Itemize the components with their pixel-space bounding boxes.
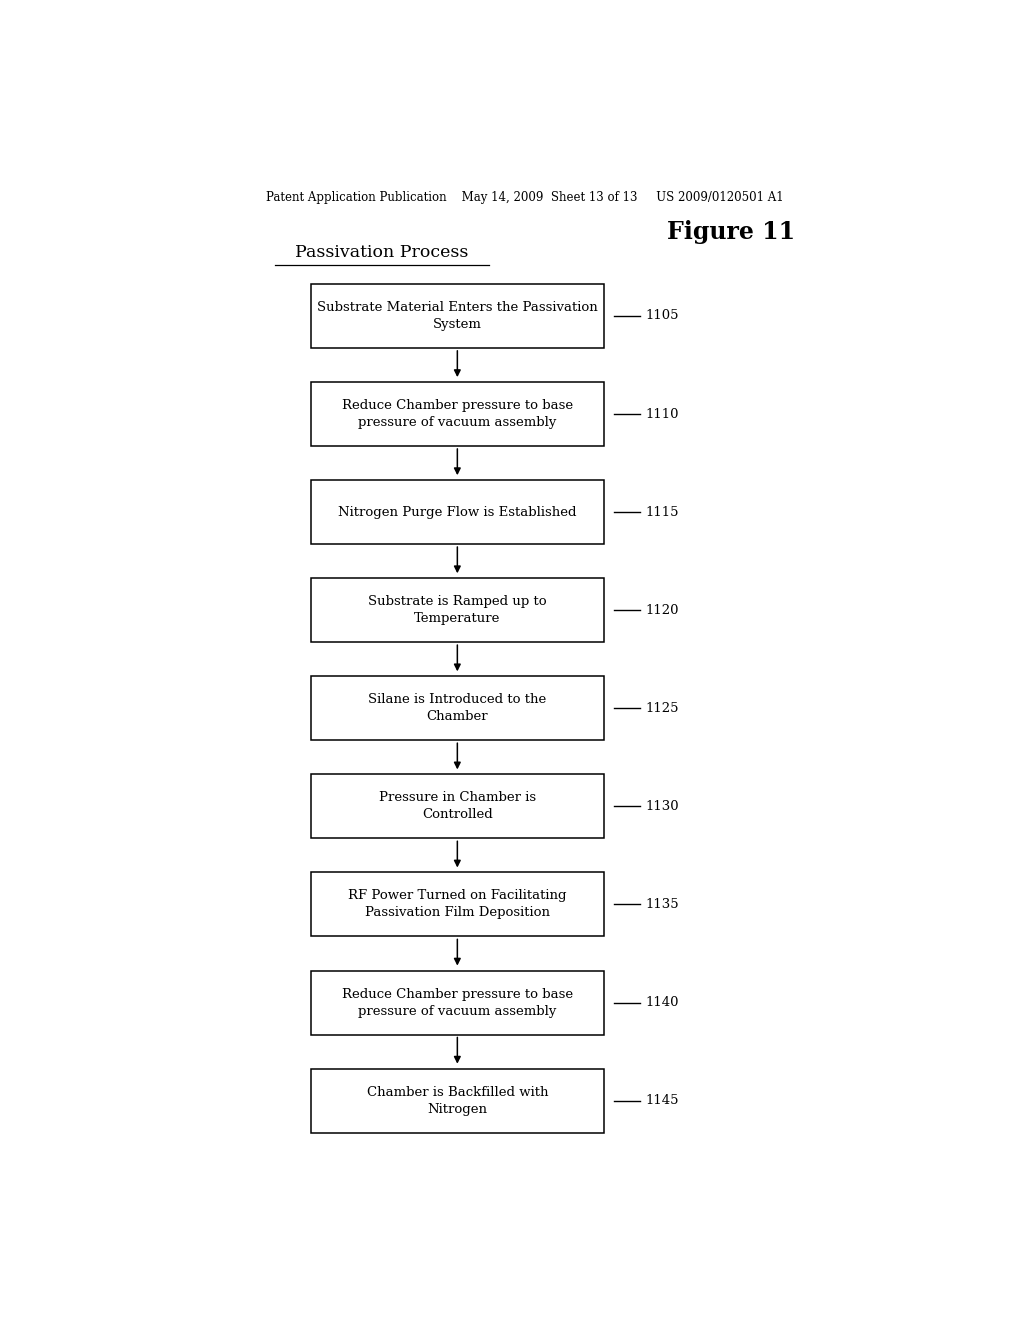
Text: Figure 11: Figure 11 <box>667 219 796 244</box>
Text: Nitrogen Purge Flow is Established: Nitrogen Purge Flow is Established <box>338 506 577 519</box>
Text: Substrate Material Enters the Passivation
System: Substrate Material Enters the Passivatio… <box>317 301 598 331</box>
Text: 1125: 1125 <box>645 702 679 714</box>
Text: 1110: 1110 <box>645 408 679 421</box>
Bar <box>310 1069 604 1133</box>
Text: 1135: 1135 <box>645 898 679 911</box>
Bar <box>310 873 604 936</box>
Bar <box>310 970 604 1035</box>
Text: Reduce Chamber pressure to base
pressure of vacuum assembly: Reduce Chamber pressure to base pressure… <box>342 399 572 429</box>
Text: Pressure in Chamber is
Controlled: Pressure in Chamber is Controlled <box>379 792 536 821</box>
Text: 1120: 1120 <box>645 603 679 616</box>
Bar <box>310 480 604 544</box>
Bar <box>310 578 604 643</box>
Text: Substrate is Ramped up to
Temperature: Substrate is Ramped up to Temperature <box>368 595 547 626</box>
Bar <box>310 284 604 348</box>
Text: Passivation Process: Passivation Process <box>295 244 469 261</box>
Text: 1140: 1140 <box>645 997 679 1008</box>
Text: Silane is Introduced to the
Chamber: Silane is Introduced to the Chamber <box>369 693 547 723</box>
Text: RF Power Turned on Facilitating
Passivation Film Deposition: RF Power Turned on Facilitating Passivat… <box>348 890 566 920</box>
Text: 1115: 1115 <box>645 506 679 519</box>
Text: 1130: 1130 <box>645 800 679 813</box>
Text: Chamber is Backfilled with
Nitrogen: Chamber is Backfilled with Nitrogen <box>367 1085 548 1115</box>
Text: 1105: 1105 <box>645 309 679 322</box>
Text: Reduce Chamber pressure to base
pressure of vacuum assembly: Reduce Chamber pressure to base pressure… <box>342 987 572 1018</box>
Text: Patent Application Publication    May 14, 2009  Sheet 13 of 13     US 2009/01205: Patent Application Publication May 14, 2… <box>266 190 783 203</box>
Bar <box>310 381 604 446</box>
Bar <box>310 775 604 838</box>
Text: 1145: 1145 <box>645 1094 679 1107</box>
Bar <box>310 676 604 741</box>
